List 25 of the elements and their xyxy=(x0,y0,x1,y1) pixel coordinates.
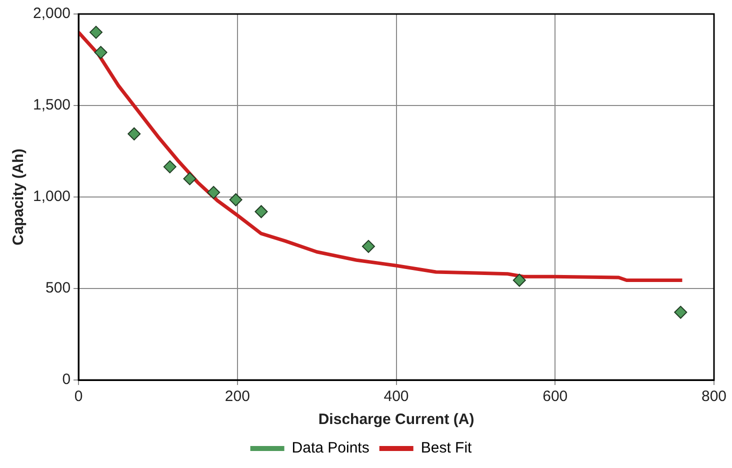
point xyxy=(229,193,242,206)
y-tick-label: 500 xyxy=(46,280,71,297)
y-tick-label: 1,000 xyxy=(32,188,71,206)
y-tick-label: 2,000 xyxy=(32,5,71,22)
point xyxy=(512,274,526,287)
x-tick-label: 200 xyxy=(224,388,250,406)
x-tick-label: 0 xyxy=(74,388,83,406)
x-tick-label: 800 xyxy=(701,388,727,406)
y-tick-label: 0 xyxy=(62,371,71,388)
y-tick-label: 1,500 xyxy=(32,96,71,114)
point xyxy=(90,26,103,39)
point xyxy=(254,205,268,218)
x-tick-label: 600 xyxy=(542,388,568,406)
y-axis-title: Capacity (Ah) xyxy=(10,148,28,246)
point xyxy=(674,306,688,319)
point xyxy=(94,46,108,59)
legend-label: Best Fit xyxy=(420,440,473,457)
legend-label: Data Points xyxy=(292,440,370,457)
x-axis-title: Discharge Current (A) xyxy=(318,411,474,428)
point xyxy=(163,160,176,174)
x-tick-label: 400 xyxy=(384,388,409,406)
point xyxy=(207,186,220,199)
point xyxy=(183,172,196,186)
point xyxy=(128,127,141,140)
point xyxy=(362,240,375,253)
